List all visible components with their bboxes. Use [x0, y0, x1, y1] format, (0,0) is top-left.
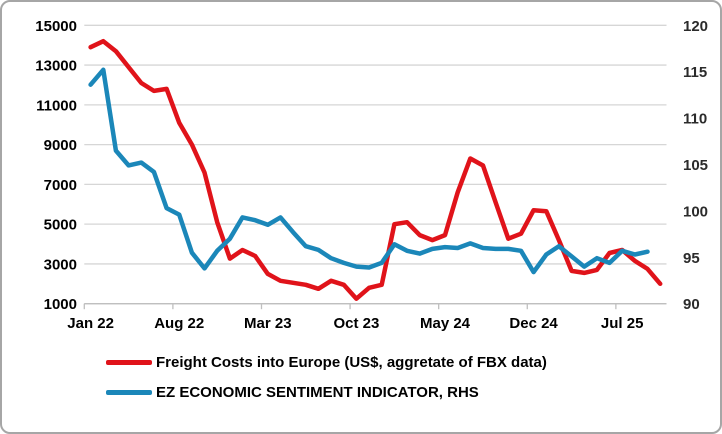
x-axis-labels: Jan 22 Aug 22 Mar 23 Oct 23 May 24 Dec 24 Jul … — [67, 315, 643, 332]
esi-legend-label: EZ ECONOMIC SENTIMENT INDICATOR, RHS — [156, 384, 479, 401]
esi-line-swatch — [106, 390, 152, 395]
left-axis-tick-label: 7000 — [44, 177, 77, 194]
legend-item-esi: EZ ECONOMIC SENTIMENT INDICATOR, RHS — [106, 384, 547, 401]
x-axis — [83, 303, 667, 310]
right-axis-tick-label: 90 — [683, 296, 700, 313]
left-axis-tick-label: 9000 — [44, 137, 77, 154]
legend: Freight Costs into Europe (US$, aggretat… — [106, 354, 547, 401]
left-axis-tick-label: 15000 — [35, 18, 77, 35]
right-axis-tick-label: 95 — [683, 250, 700, 267]
data-series-lines — [88, 38, 663, 301]
right-axis-tick-label: 105 — [683, 157, 708, 174]
x-axis-tick-label: Aug 22 — [154, 315, 204, 332]
freight-legend-label: Freight Costs into Europe (US$, aggretat… — [156, 354, 547, 371]
freight-line-swatch — [106, 360, 152, 365]
left-axis-tick-label: 5000 — [44, 217, 77, 234]
right-axis-labels: 120 115 110 105 100 95 90 — [683, 18, 708, 313]
x-axis-tick-label: Jul 25 — [601, 315, 644, 332]
left-axis-labels: 15000 13000 11000 9000 7000 5000 3000 1000 — [35, 18, 77, 313]
left-axis-tick-label: 13000 — [35, 58, 77, 75]
x-axis-tick-label: May 24 — [420, 315, 471, 332]
freight-costs-line — [88, 38, 663, 301]
x-axis-tick-label: Mar 23 — [244, 315, 292, 332]
right-axis-tick-label: 110 — [683, 111, 707, 128]
right-axis-tick-label: 120 — [683, 18, 708, 35]
esi-line — [88, 67, 650, 275]
x-axis-tick-label: Oct 23 — [333, 315, 379, 332]
right-axis-tick-label: 100 — [683, 203, 708, 220]
x-axis-tick-label: Dec 24 — [509, 315, 558, 332]
x-axis-tick-label: Jan 22 — [67, 315, 114, 332]
left-axis-tick-label: 11000 — [36, 97, 77, 114]
left-axis-tick-label: 1000 — [44, 296, 77, 313]
legend-item-freight: Freight Costs into Europe (US$, aggretat… — [106, 354, 547, 371]
left-axis-tick-label: 3000 — [44, 256, 77, 273]
right-axis-tick-label: 115 — [683, 64, 707, 81]
